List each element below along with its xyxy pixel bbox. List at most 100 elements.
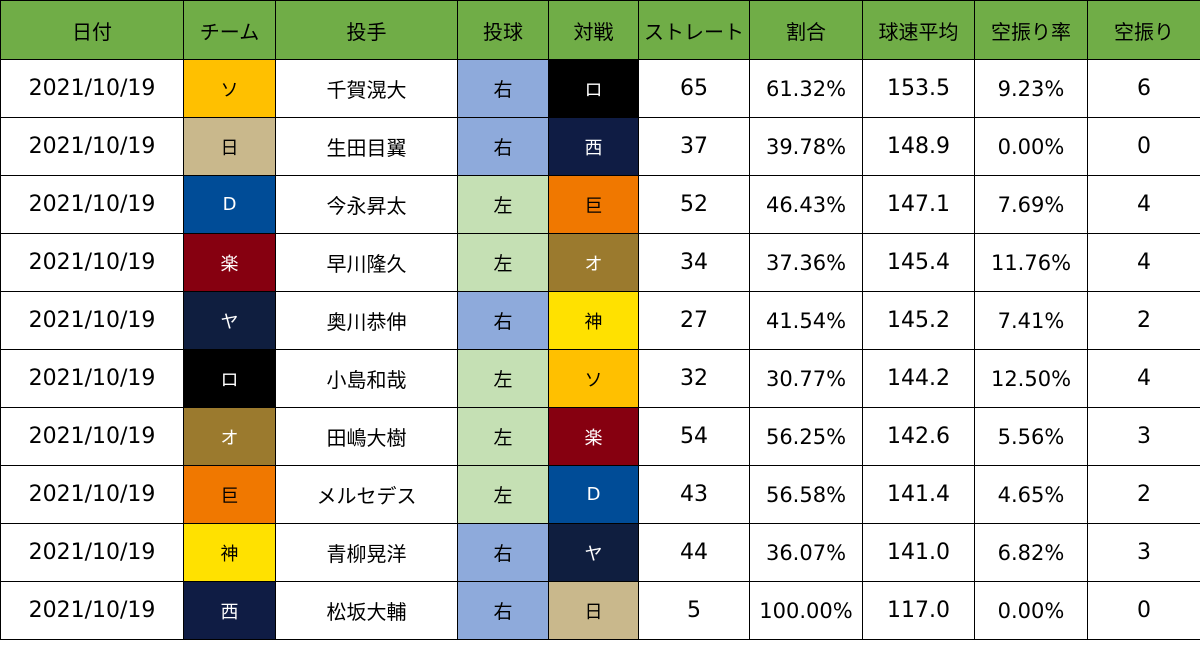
header-whiff-rate: 空振り率 <box>974 0 1088 60</box>
whiff-rate: 4.65% <box>974 465 1088 524</box>
pitcher-name: メルセデス <box>275 465 458 524</box>
opponent-badge: ヤ <box>548 523 639 582</box>
team-badge: D <box>183 175 276 234</box>
whiff-rate: 6.82% <box>974 523 1088 582</box>
header-date: 日付 <box>0 0 184 60</box>
straight-ratio: 36.07% <box>749 523 863 582</box>
avg-speed: 142.6 <box>862 407 975 466</box>
whiff-count: 2 <box>1087 291 1200 350</box>
whiff-rate: 0.00% <box>974 581 1088 640</box>
table-body: 2021/10/19 ソ 千賀滉大 右 ロ 65 61.32% 153.5 9.… <box>0 59 1200 640</box>
team-badge: 神 <box>183 523 276 582</box>
date-cell: 2021/10/19 <box>0 233 184 292</box>
pitcher-name: 早川隆久 <box>275 233 458 292</box>
pitcher-name: 千賀滉大 <box>275 59 458 118</box>
whiff-count: 4 <box>1087 175 1200 234</box>
avg-speed: 148.9 <box>862 117 975 176</box>
table-row: 2021/10/19 神 青柳晃洋 右 ヤ 44 36.07% 141.0 6.… <box>0 523 1200 582</box>
opponent-badge: 日 <box>548 581 639 640</box>
table-row: 2021/10/19 日 生田目翼 右 西 37 39.78% 148.9 0.… <box>0 117 1200 176</box>
straight-ratio: 30.77% <box>749 349 863 408</box>
straight-ratio: 46.43% <box>749 175 863 234</box>
team-badge: 西 <box>183 581 276 640</box>
avg-speed: 141.4 <box>862 465 975 524</box>
straight-ratio: 41.54% <box>749 291 863 350</box>
avg-speed: 144.2 <box>862 349 975 408</box>
team-badge: ヤ <box>183 291 276 350</box>
date-cell: 2021/10/19 <box>0 581 184 640</box>
throwing-hand: 左 <box>457 175 549 234</box>
opponent-badge: ソ <box>548 349 639 408</box>
date-cell: 2021/10/19 <box>0 117 184 176</box>
header-opponent: 対戦 <box>548 0 639 60</box>
header-straight: ストレート <box>638 0 750 60</box>
whiff-count: 0 <box>1087 117 1200 176</box>
avg-speed: 141.0 <box>862 523 975 582</box>
opponent-badge: 巨 <box>548 175 639 234</box>
throwing-hand: 右 <box>457 59 549 118</box>
whiff-rate: 7.41% <box>974 291 1088 350</box>
throwing-hand: 右 <box>457 291 549 350</box>
straight-ratio: 56.58% <box>749 465 863 524</box>
header-ratio: 割合 <box>749 0 863 60</box>
date-cell: 2021/10/19 <box>0 349 184 408</box>
header-team: チーム <box>183 0 276 60</box>
throwing-hand: 左 <box>457 349 549 408</box>
pitcher-name: 奥川恭伸 <box>275 291 458 350</box>
table-row: 2021/10/19 ヤ 奥川恭伸 右 神 27 41.54% 145.2 7.… <box>0 291 1200 350</box>
whiff-count: 0 <box>1087 581 1200 640</box>
whiff-rate: 5.56% <box>974 407 1088 466</box>
date-cell: 2021/10/19 <box>0 59 184 118</box>
team-badge: ロ <box>183 349 276 408</box>
straight-count: 44 <box>638 523 750 582</box>
table-row: 2021/10/19 楽 早川隆久 左 オ 34 37.36% 145.4 11… <box>0 233 1200 292</box>
throwing-hand: 右 <box>457 581 549 640</box>
table-row: 2021/10/19 オ 田嶋大樹 左 楽 54 56.25% 142.6 5.… <box>0 407 1200 466</box>
whiff-count: 6 <box>1087 59 1200 118</box>
pitcher-name: 今永昇太 <box>275 175 458 234</box>
straight-ratio: 56.25% <box>749 407 863 466</box>
whiff-rate: 12.50% <box>974 349 1088 408</box>
team-badge: 巨 <box>183 465 276 524</box>
straight-count: 32 <box>638 349 750 408</box>
date-cell: 2021/10/19 <box>0 407 184 466</box>
throwing-hand: 右 <box>457 523 549 582</box>
straight-ratio: 39.78% <box>749 117 863 176</box>
whiff-count: 3 <box>1087 407 1200 466</box>
date-cell: 2021/10/19 <box>0 291 184 350</box>
straight-count: 27 <box>638 291 750 350</box>
whiff-rate: 11.76% <box>974 233 1088 292</box>
opponent-badge: 楽 <box>548 407 639 466</box>
avg-speed: 117.0 <box>862 581 975 640</box>
whiff-count: 4 <box>1087 349 1200 408</box>
team-badge: オ <box>183 407 276 466</box>
opponent-badge: D <box>548 465 639 524</box>
throwing-hand: 右 <box>457 117 549 176</box>
straight-count: 5 <box>638 581 750 640</box>
straight-count: 54 <box>638 407 750 466</box>
team-badge: 楽 <box>183 233 276 292</box>
table-row: 2021/10/19 ロ 小島和哉 左 ソ 32 30.77% 144.2 12… <box>0 349 1200 408</box>
whiff-count: 3 <box>1087 523 1200 582</box>
date-cell: 2021/10/19 <box>0 175 184 234</box>
date-cell: 2021/10/19 <box>0 465 184 524</box>
opponent-badge: 西 <box>548 117 639 176</box>
whiff-rate: 0.00% <box>974 117 1088 176</box>
straight-ratio: 100.00% <box>749 581 863 640</box>
straight-count: 43 <box>638 465 750 524</box>
straight-count: 65 <box>638 59 750 118</box>
header-avg-speed: 球速平均 <box>862 0 975 60</box>
table-row: 2021/10/19 D 今永昇太 左 巨 52 46.43% 147.1 7.… <box>0 175 1200 234</box>
avg-speed: 145.4 <box>862 233 975 292</box>
pitcher-name: 青柳晃洋 <box>275 523 458 582</box>
pitcher-name: 生田目翼 <box>275 117 458 176</box>
table-row: 2021/10/19 西 松坂大輔 右 日 5 100.00% 117.0 0.… <box>0 581 1200 640</box>
team-badge: 日 <box>183 117 276 176</box>
whiff-rate: 9.23% <box>974 59 1088 118</box>
opponent-badge: オ <box>548 233 639 292</box>
avg-speed: 145.2 <box>862 291 975 350</box>
opponent-badge: 神 <box>548 291 639 350</box>
whiff-count: 2 <box>1087 465 1200 524</box>
header-hand: 投球 <box>457 0 549 60</box>
